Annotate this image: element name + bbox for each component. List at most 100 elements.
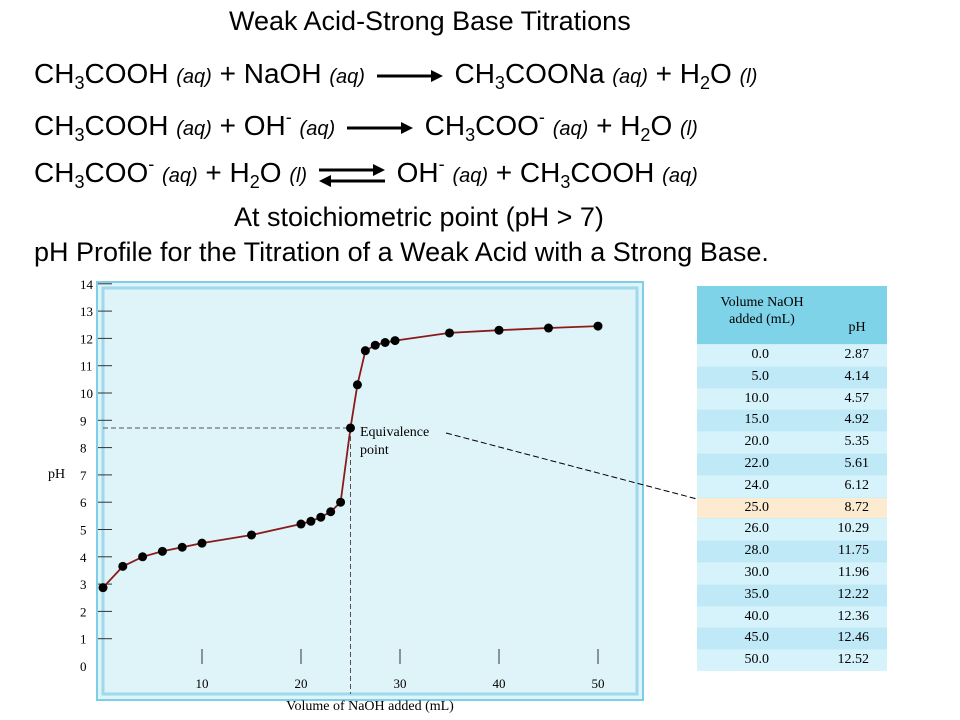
eq2-state: (l) [680, 118, 698, 140]
y-tick-label: 6 [80, 495, 87, 510]
table-body: 0.0 2.87 5.0 4.14 10.0 4.57 15.0 4.92 20.0 5.35 22… [697, 344, 887, 671]
cell-ph: 4.57 [844, 390, 870, 406]
cell-volume: 30.0 [744, 564, 770, 580]
eq2-state: (aq) [552, 118, 589, 140]
y-tick-label: 10 [80, 386, 93, 401]
eq1-product-2: + H [655, 58, 701, 89]
eq1-state: (aq) [176, 66, 212, 88]
y-tick-label: 7 [80, 468, 87, 483]
table-row: 40.0 12.36 [697, 605, 887, 628]
eq3-reactant-2-tail: O [259, 157, 282, 188]
cell-ph: 5.61 [844, 455, 870, 471]
x-tick-label: 40 [493, 676, 506, 691]
table-row: 0.0 2.87 [697, 344, 887, 366]
table-row: 26.0 10.29 [697, 518, 887, 541]
eq1-state: (aq) [612, 66, 648, 88]
cell-ph: 5.35 [844, 434, 870, 450]
eq3-subscript: 3 [560, 172, 571, 192]
data-point [306, 516, 316, 526]
equation-1: CH3COOH (aq) + NaOH (aq) CH3COONa (aq) +… [34, 58, 757, 93]
y-tick-label: 9 [80, 413, 87, 428]
eq1-reactant: CH [34, 58, 75, 89]
titration-curve [102, 325, 599, 589]
eq1-product-2-tail: O [710, 58, 732, 89]
x-tick-label: 50 [592, 676, 605, 691]
cell-ph: 12.46 [837, 630, 870, 646]
eq3-product-2-tail: COOH [570, 157, 655, 188]
eq1-subscript: 3 [74, 73, 85, 93]
eq1-product: CH [454, 58, 495, 89]
cell-ph: 10.29 [837, 521, 870, 537]
eq3-reactant-tail: COO [84, 157, 149, 188]
eq3-reactant-2: + H [205, 157, 250, 188]
data-point [157, 546, 167, 556]
cell-volume: 20.0 [744, 434, 770, 450]
cell-volume: 45.0 [744, 630, 770, 646]
eq3-state: (l) [289, 165, 308, 187]
y-tick-label: 0 [80, 659, 87, 674]
eq3-charge: - [438, 154, 445, 174]
x-axis-label: Volume of NaOH added (mL) [286, 699, 454, 714]
eq3-charge: - [148, 154, 155, 174]
data-table: Volume NaOH added (mL) pH 0.0 2.87 5.0 4.14… [697, 286, 887, 671]
forward-arrow-icon [376, 69, 443, 82]
eq1-product-tail: COONa [504, 58, 605, 89]
data-point [336, 497, 346, 507]
stoichiometric-note: At stoichiometric point (pH > 7) [234, 202, 604, 232]
eq2-state: (aq) [299, 118, 336, 140]
cell-volume: 22.0 [744, 455, 770, 471]
eq2-reactant: CH [34, 110, 75, 141]
cell-ph: 11.75 [838, 543, 869, 559]
cell-ph: 8.72 [844, 499, 870, 515]
y-tick-label: 2 [80, 604, 87, 619]
x-tick-label: 20 [295, 676, 308, 691]
col-ph-header: pH [848, 320, 866, 335]
cell-ph: 2.87 [844, 347, 870, 362]
y-axis-label: pH [48, 467, 65, 482]
data-point [247, 530, 256, 540]
equilibrium-arrow-icon [318, 163, 385, 187]
eq2-charge: - [538, 107, 545, 127]
data-point [177, 542, 187, 552]
cell-volume: 5.0 [751, 368, 770, 384]
eq2-product-2: + H [596, 110, 641, 141]
eq1-reactant-2: + NaOH [219, 58, 322, 89]
leader-line [445, 432, 698, 500]
x-tick-label: 30 [394, 676, 407, 691]
eq2-reactant-tail: COOH [84, 110, 169, 141]
cell-ph: 12.22 [837, 586, 870, 602]
data-point [380, 337, 390, 347]
cell-volume: 24.0 [744, 477, 770, 493]
y-tick-label: 3 [80, 577, 87, 592]
data-point [370, 340, 380, 350]
cell-volume: 40.0 [744, 608, 770, 624]
data-point [352, 380, 362, 390]
eq1-reactant-tail: COOH [84, 58, 169, 89]
table-row: 20.0 5.35 [697, 431, 887, 453]
plot-inner-border [101, 286, 639, 696]
eq3-product: OH [396, 157, 439, 188]
data-point [445, 328, 454, 338]
eq3-subscript: 2 [249, 172, 260, 192]
col-volume-header: Volume NaOH added (mL) [707, 294, 817, 328]
cell-volume: 10.0 [744, 390, 770, 406]
eq2-product: CH [424, 110, 466, 141]
y-tick-label: 4 [80, 550, 87, 565]
eq3-state: (aq) [162, 165, 198, 187]
y-tick-label: 8 [80, 441, 87, 456]
cell-ph: 12.36 [837, 608, 870, 624]
data-point [346, 423, 355, 433]
data-point [296, 519, 306, 529]
data-point [118, 561, 128, 571]
eq2-subscript: 3 [465, 125, 476, 145]
data-point [316, 512, 326, 522]
data-point [197, 538, 207, 548]
forward-arrow-icon [346, 121, 413, 134]
cell-ph: 6.12 [844, 477, 870, 493]
cell-volume: 35.0 [744, 586, 770, 602]
table-header: Volume NaOH added (mL) pH [697, 286, 887, 344]
table-row: 22.0 5.61 [697, 452, 887, 475]
eq3-reactant: CH [34, 157, 75, 188]
table-row: 30.0 11.96 [697, 561, 887, 584]
data-point [593, 321, 603, 331]
